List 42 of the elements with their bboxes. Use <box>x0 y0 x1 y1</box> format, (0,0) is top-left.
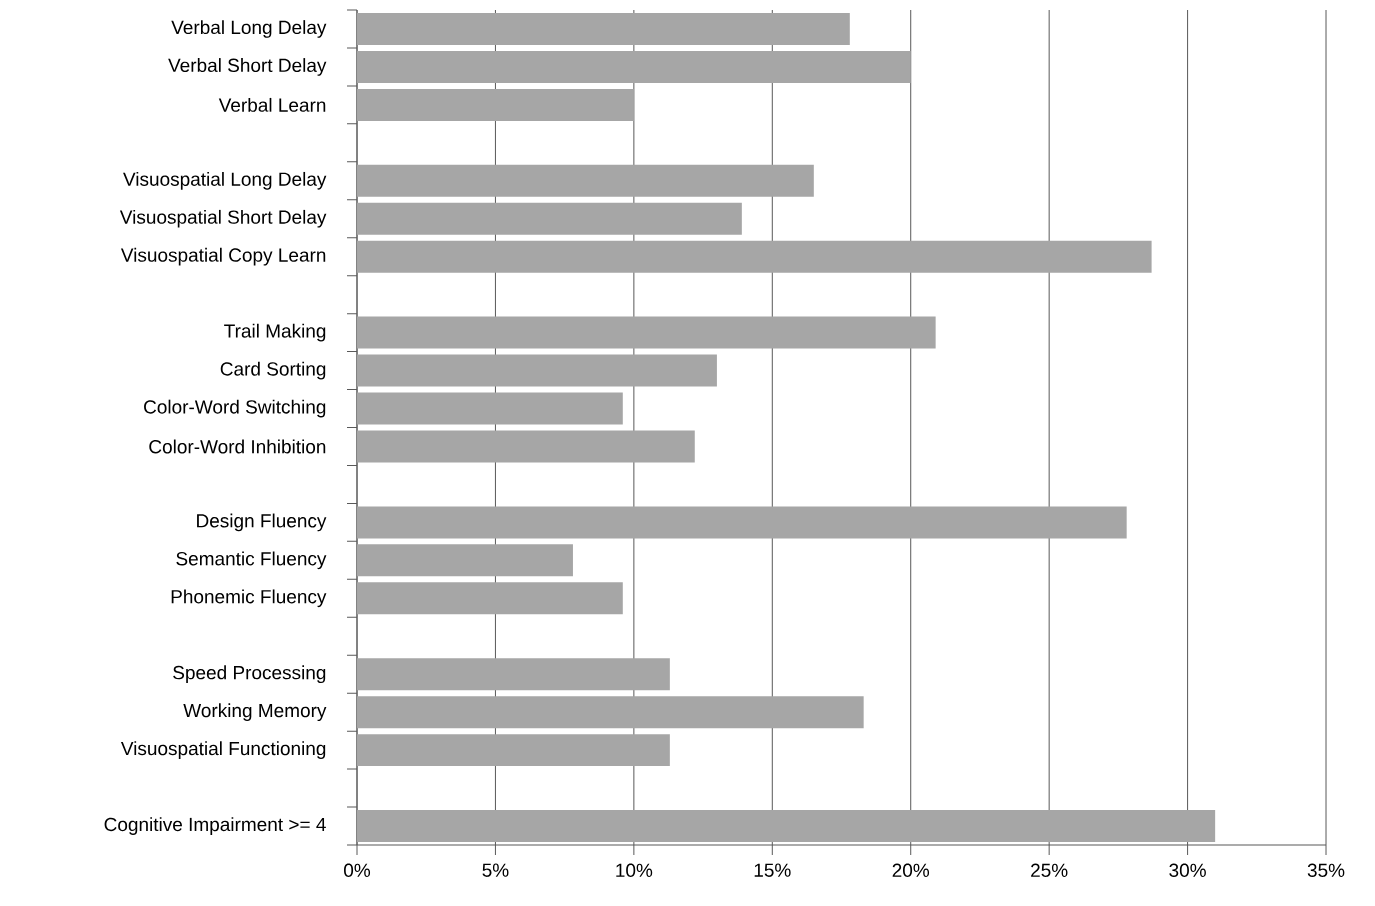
x-tick-label: 15% <box>754 863 791 877</box>
x-tick-label: 10% <box>616 863 653 877</box>
x-tick-label: 5% <box>482 863 509 877</box>
bar <box>357 50 911 83</box>
bar <box>357 354 717 387</box>
y-tick-label: Working Memory <box>183 703 327 722</box>
bar <box>357 696 864 729</box>
bar <box>357 506 1127 539</box>
y-tick-label: Design Fluency <box>197 513 327 532</box>
bar <box>357 582 623 615</box>
x-tick-label: 30% <box>1169 863 1206 877</box>
bar <box>357 240 1152 273</box>
y-tick-label: Speed Processing <box>173 665 326 684</box>
y-tick-label: Verbal Learn <box>218 97 326 112</box>
y-tick-label: Card Sorting <box>220 361 326 380</box>
bar <box>357 430 695 463</box>
bar <box>357 810 1216 843</box>
x-tick-label: 35% <box>1307 863 1345 877</box>
y-tick-label: Trail Making <box>224 323 326 342</box>
y-tick-label: Semantic Fluency <box>176 551 327 570</box>
x-tick-label: 0% <box>344 863 371 877</box>
y-tick-label: Visuospatial Copy Learn <box>120 247 326 266</box>
y-tick-label: Cognitive Impairment >= 4 <box>104 817 326 835</box>
bar <box>357 202 742 235</box>
y-tick-label: Visuospatial Short Delay <box>119 209 327 228</box>
y-tick-label: Color-Word Switching <box>144 399 326 418</box>
bar <box>357 88 634 121</box>
y-tick-label: Phonemic Fluency <box>171 589 327 608</box>
bar <box>357 12 850 45</box>
bar <box>357 392 623 425</box>
bar <box>357 544 573 577</box>
x-tick-label: 25% <box>1031 863 1068 877</box>
bar <box>357 164 814 197</box>
y-tick-label: Visuospatial Long Delay <box>123 171 327 190</box>
y-tick-label: Color-Word Inhibition <box>149 439 326 454</box>
y-tick-label: Verbal Long Delay <box>171 20 327 38</box>
bar <box>357 658 670 691</box>
bar <box>357 734 670 767</box>
y-tick-label: Visuospatial Functioning <box>120 741 326 759</box>
y-tick-label: Verbal Short Delay <box>168 58 327 76</box>
x-tick-label: 20% <box>892 863 930 877</box>
bar <box>357 316 936 349</box>
